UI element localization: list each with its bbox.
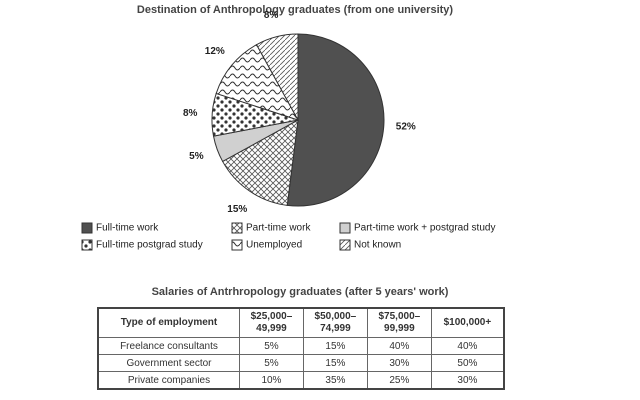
table-cell: $50,000– 74,999 [302, 307, 368, 338]
table-cell: 50% [430, 354, 505, 372]
data-label: 8% [264, 10, 279, 21]
legend-label: Full-time work [96, 223, 159, 234]
table-cell: 5% [238, 354, 304, 372]
table-title: Salaries of Antrhropology graduates (aft… [152, 286, 449, 298]
table-cell: 30% [430, 371, 505, 390]
table-cell: $25,000– 49,999 [238, 307, 304, 338]
legend-swatch [81, 222, 93, 234]
table-row: Freelance consultants 5% 15% 40% 40% [97, 337, 505, 355]
salary-table: Type of employment $25,000– 49,999 $50,000… [97, 307, 505, 390]
pie-slice [286, 33, 385, 207]
table-cell: 30% [366, 354, 432, 372]
table-cell: 25% [366, 371, 432, 390]
table-cell: Private companies [97, 371, 240, 390]
legend-swatch [231, 239, 243, 251]
table-row: Type of employment $25,000– 49,999 $50,000… [97, 307, 505, 338]
table-cell: $75,000– 99,999 [366, 307, 432, 338]
table-cell: 35% [302, 371, 368, 390]
table-cell: 40% [366, 337, 432, 355]
legend-swatch [339, 222, 351, 234]
pie-slice [255, 33, 299, 121]
table-cell: 15% [302, 337, 368, 355]
table-cell: 40% [430, 337, 505, 355]
pie-slice [221, 119, 299, 206]
chart-title: Destination of Anthropology graduates (f… [137, 4, 454, 16]
pie-slice [215, 43, 300, 121]
table-cell: 5% [238, 337, 304, 355]
data-label: 8% [183, 108, 198, 119]
data-label: 52% [396, 121, 416, 132]
legend-label: Part-time work [246, 223, 311, 234]
legend-label: Not known [354, 240, 401, 251]
table-row: Government sector 5% 15% 30% 50% [97, 354, 505, 372]
legend-swatch [81, 239, 93, 251]
legend-label: Unemployed [246, 240, 302, 251]
data-label: 5% [189, 151, 204, 162]
table-cell: 15% [302, 354, 368, 372]
table-cell: Government sector [97, 354, 240, 372]
table-row: Private companies 10% 35% 25% 30% [97, 371, 505, 390]
legend-label: Part-time work + postgrad study [354, 223, 495, 234]
table-cell: Freelance consultants [97, 337, 240, 355]
legend-label: Full-time postgrad study [96, 240, 203, 251]
data-label: 15% [227, 204, 247, 215]
table-cell: 10% [238, 371, 304, 390]
legend-swatch [231, 222, 243, 234]
table-cell: Type of employment [97, 307, 240, 338]
legend-swatch [339, 239, 351, 251]
data-label: 12% [205, 46, 225, 57]
table-cell: $100,000+ [430, 307, 505, 338]
